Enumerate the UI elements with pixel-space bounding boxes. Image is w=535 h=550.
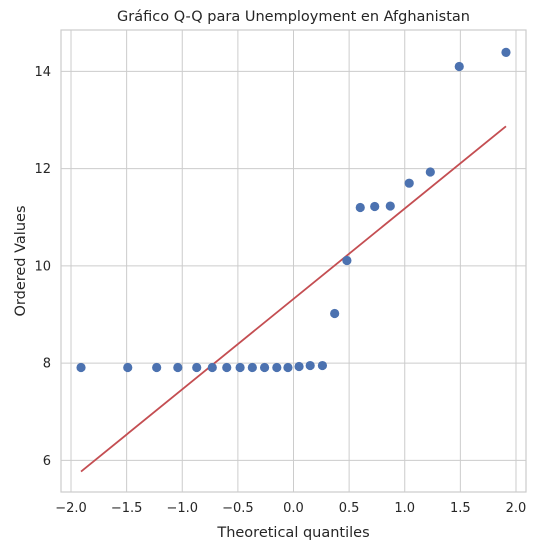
data-point (247, 362, 257, 373)
data-point (207, 362, 217, 373)
data-point (272, 362, 282, 373)
data-point (385, 201, 395, 211)
data-point (330, 308, 340, 319)
data-point (123, 362, 133, 373)
data-point (454, 61, 464, 72)
y-tick-label: 12 (34, 162, 51, 177)
x-tick-labels: −2.0 −1.5 −1.0 −0.5 0.0 0.5 1.0 1.5 2.0 (55, 501, 526, 516)
x-tick-label: −0.5 (222, 501, 254, 516)
data-point (305, 360, 315, 371)
fit-line-group (80, 125, 507, 473)
data-point (501, 47, 511, 57)
y-tick-label: 10 (34, 259, 51, 274)
data-point (404, 178, 414, 188)
x-axis-label: Theoretical quantiles (216, 525, 369, 541)
data-point (294, 361, 304, 372)
plot-frame (60, 29, 527, 493)
data-point (152, 362, 162, 373)
data-point (192, 362, 202, 373)
y-axis-label: Ordered Values (13, 206, 29, 317)
fit-line (80, 125, 507, 473)
data-point (283, 362, 293, 373)
data-points (76, 47, 511, 373)
chart-title: Gráfico Q-Q para Unemployment en Afghani… (117, 9, 470, 25)
x-tick-label: −1.0 (166, 501, 198, 516)
data-point (342, 255, 352, 266)
x-tick-label: −2.0 (55, 501, 87, 516)
data-point (173, 362, 183, 373)
x-tick-label: 2.0 (506, 501, 527, 516)
data-point (76, 362, 86, 373)
x-tick-label: 1.0 (394, 501, 415, 516)
y-tick-label: 14 (34, 65, 51, 80)
data-point (222, 362, 232, 373)
data-point (425, 167, 435, 177)
x-tick-label: 1.5 (450, 501, 471, 516)
y-tick-label: 6 (43, 454, 51, 469)
grid-lines (61, 30, 526, 492)
data-point (235, 362, 245, 373)
data-point (317, 360, 328, 371)
data-point (355, 202, 365, 213)
data-point (370, 201, 380, 212)
y-tick-labels: 6 8 10 12 14 (34, 65, 51, 469)
x-tick-label: 0.5 (339, 501, 360, 516)
y-tick-label: 8 (43, 357, 51, 372)
x-tick-label: 0.0 (283, 501, 304, 516)
x-tick-label: −1.5 (111, 501, 143, 516)
data-point (259, 362, 270, 373)
